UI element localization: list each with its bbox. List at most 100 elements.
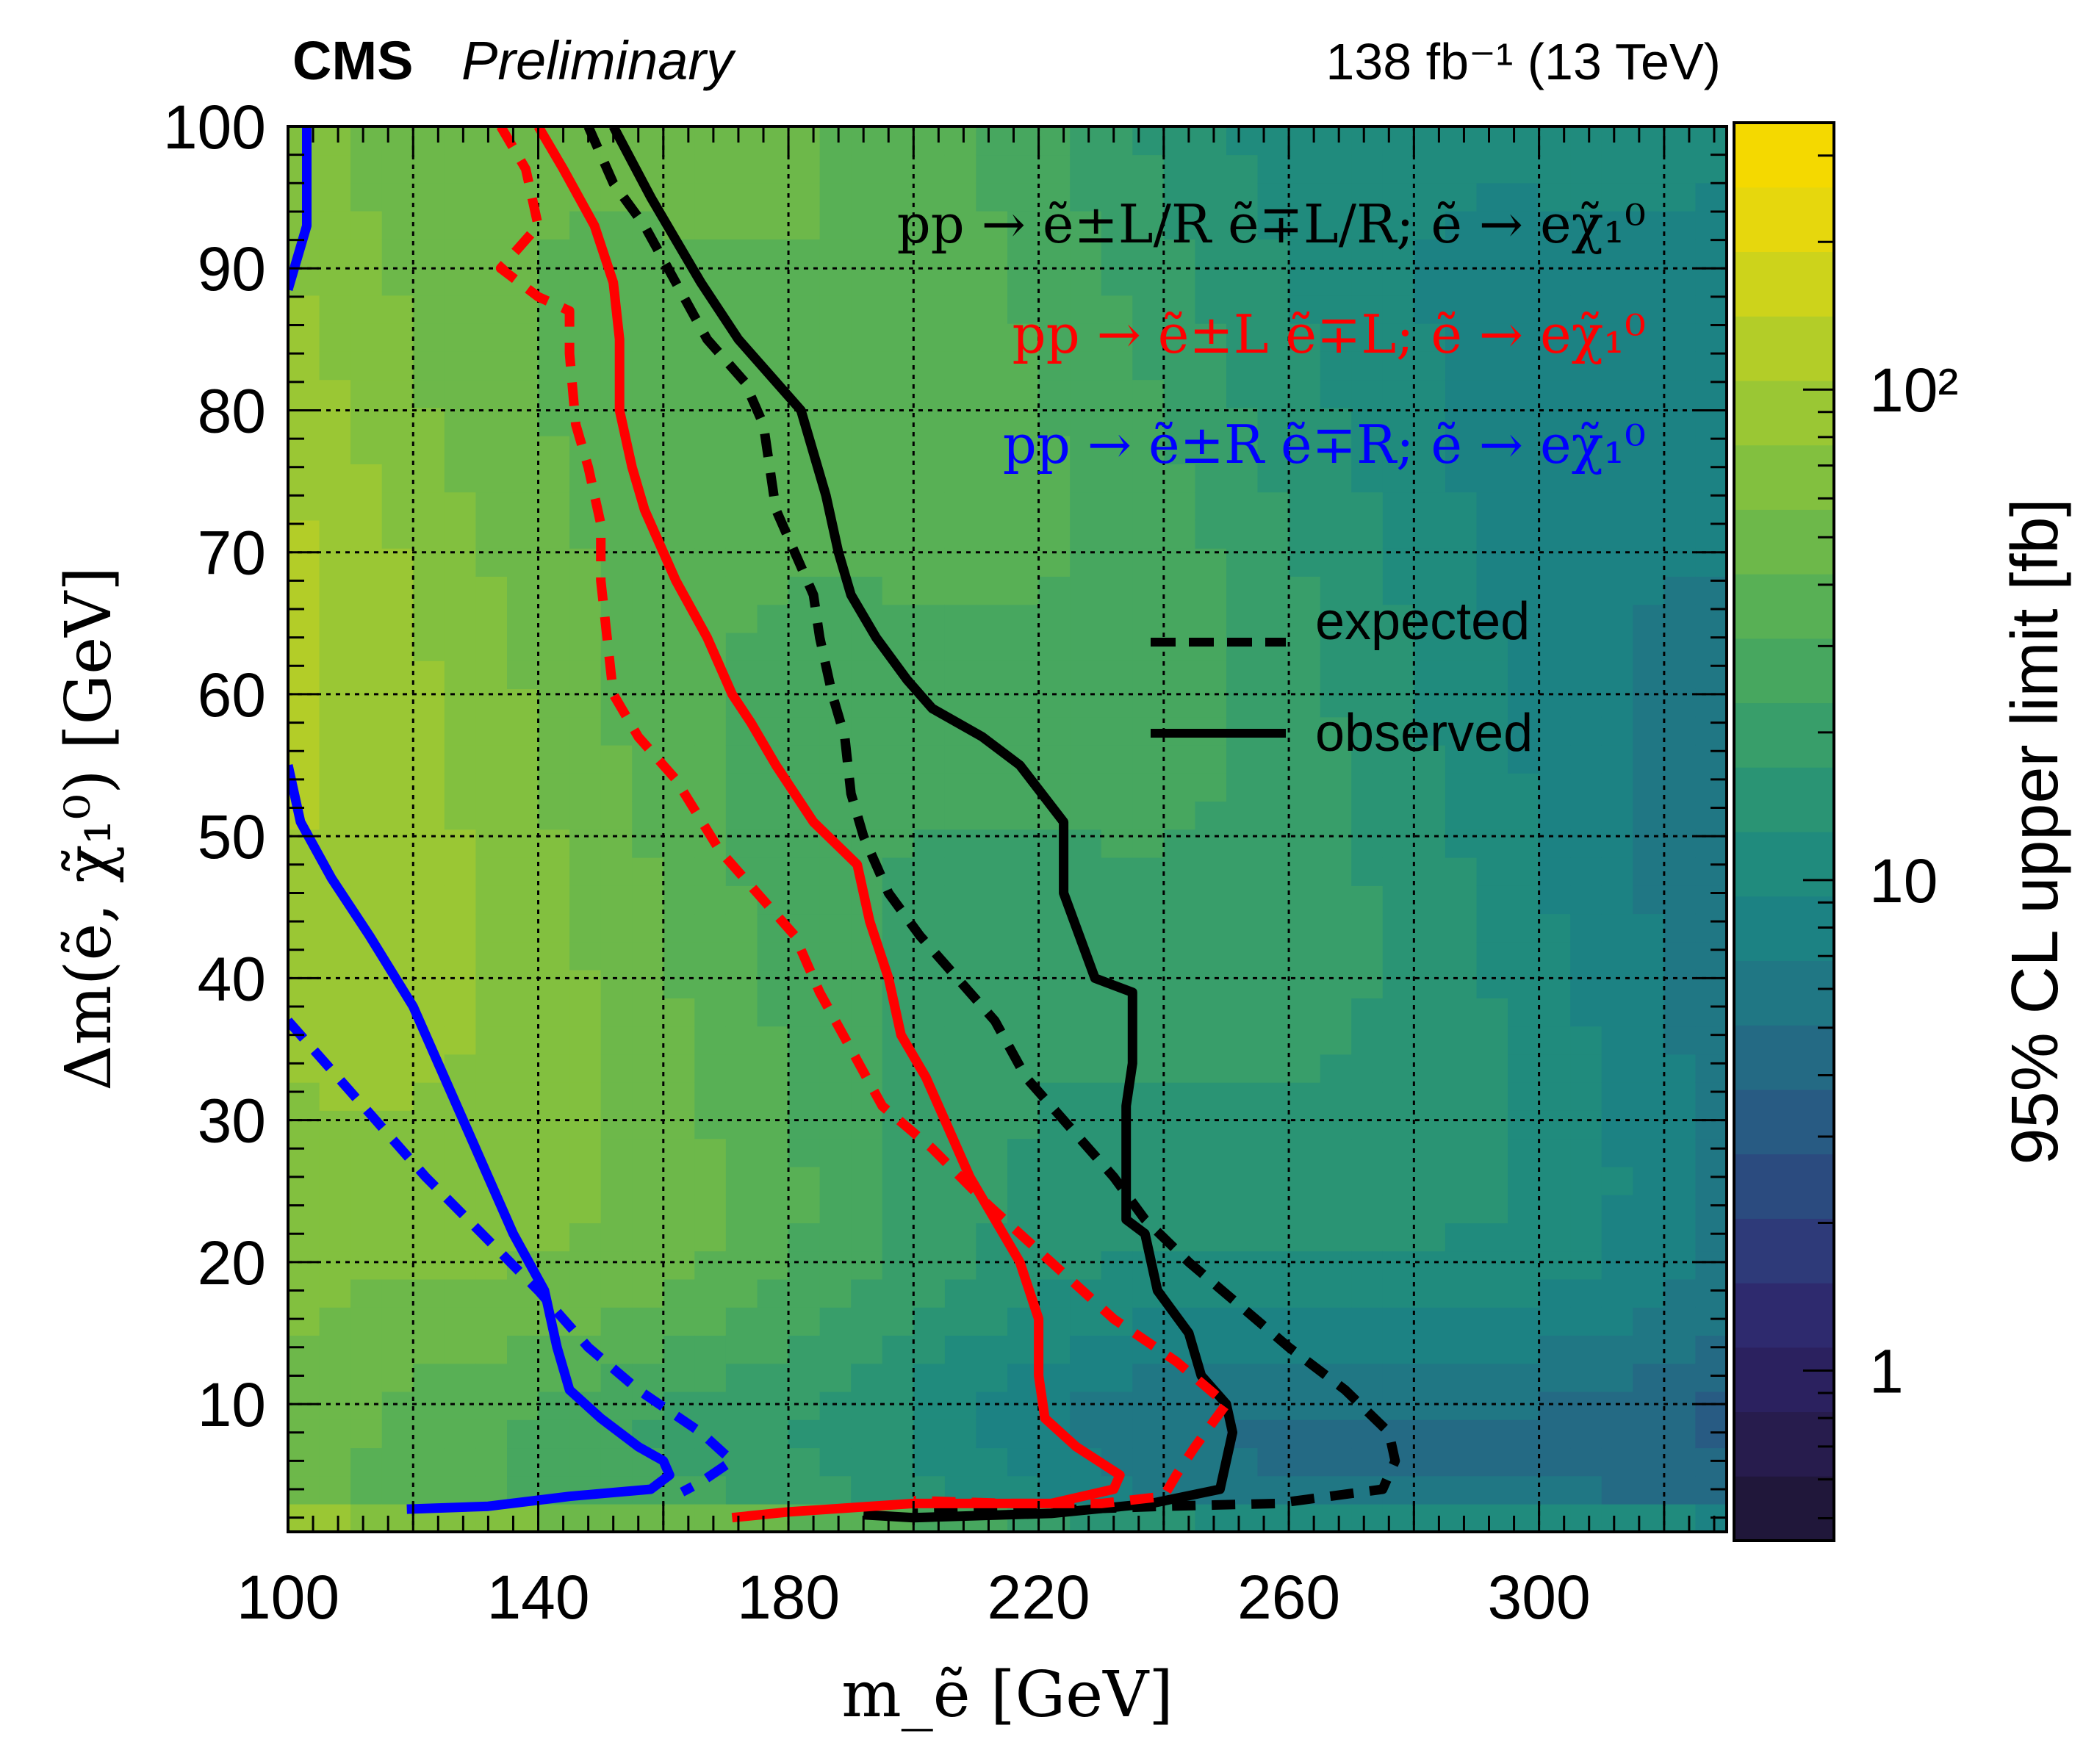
heatmap-cell — [819, 435, 852, 464]
heatmap-cell — [1070, 1026, 1102, 1055]
heatmap-cell — [976, 969, 1008, 998]
heatmap-cell — [913, 435, 946, 464]
heatmap-cell — [381, 351, 414, 381]
heatmap-cell — [475, 435, 508, 464]
heatmap-cell — [1508, 1503, 1540, 1532]
heatmap-cell — [1351, 239, 1384, 268]
heatmap-cell — [757, 154, 789, 184]
heatmap-cell — [663, 1278, 696, 1308]
heatmap-cell — [1663, 351, 1697, 381]
heatmap-cell — [1257, 1391, 1290, 1420]
heatmap-cell — [1508, 773, 1540, 802]
heatmap-cell — [1601, 716, 1634, 746]
heatmap-cell — [381, 1363, 414, 1392]
heatmap-cell — [1476, 379, 1508, 408]
heatmap-cell — [882, 801, 915, 830]
heatmap-cell — [1476, 632, 1508, 661]
heatmap-cell — [413, 379, 445, 408]
heatmap-cell — [381, 126, 414, 156]
heatmap-cell — [1038, 576, 1071, 605]
heatmap-cell — [976, 632, 1008, 661]
heatmap-cell — [319, 1223, 351, 1252]
contour-r-expected — [288, 1018, 737, 1497]
heatmap-cell — [1257, 295, 1290, 324]
heatmap-cell — [725, 182, 758, 212]
heatmap-cell — [444, 492, 477, 521]
heatmap-cell — [882, 379, 915, 408]
heatmap-cell — [1695, 1223, 1727, 1252]
heatmap-cell — [1351, 801, 1384, 830]
heatmap-cell — [1070, 829, 1102, 858]
heatmap-cell — [538, 1250, 570, 1280]
heatmap-cell — [1414, 239, 1446, 268]
heatmap-cell — [1195, 885, 1227, 915]
heatmap-cell — [444, 351, 477, 381]
heatmap-cell — [1101, 210, 1134, 240]
heatmap-cell — [288, 379, 320, 408]
colorbar-band — [1734, 123, 1834, 188]
heatmap-cell — [413, 1306, 445, 1336]
heatmap-cell — [944, 773, 977, 802]
heatmap-cell — [413, 604, 445, 633]
y-tick-label: 100 — [163, 93, 266, 162]
heatmap-cell — [538, 267, 570, 296]
heatmap-cell — [944, 407, 977, 436]
contour-l-expected — [495, 126, 1231, 1508]
heatmap-cell — [1007, 660, 1040, 689]
heatmap-cell — [288, 1054, 320, 1083]
heatmap-cell — [725, 1110, 758, 1140]
heatmap-cell — [1101, 1278, 1134, 1308]
heatmap-cell — [1351, 323, 1384, 352]
heatmap-cell — [507, 744, 539, 774]
heatmap-cell — [444, 379, 477, 408]
heatmap-cell — [976, 464, 1008, 493]
heatmap-cell — [1663, 519, 1697, 549]
heatmap-cell — [694, 407, 727, 436]
heatmap-cell — [1226, 1081, 1259, 1111]
heatmap-cell — [819, 1081, 852, 1111]
heatmap-cell — [757, 547, 789, 577]
heatmap-cell — [288, 1110, 320, 1140]
heatmap-cell — [381, 1475, 414, 1505]
heatmap-cell — [569, 744, 602, 774]
heatmap-cell — [1414, 857, 1446, 886]
heatmap-cell — [1226, 126, 1259, 156]
heatmap-cell — [1633, 801, 1665, 830]
heatmap-cell — [1132, 998, 1165, 1027]
heatmap-cell — [913, 773, 946, 802]
colorbar-band — [1734, 444, 1834, 510]
heatmap-cell — [319, 351, 351, 381]
heatmap-cell — [1320, 126, 1353, 156]
heatmap-cell — [694, 464, 727, 493]
heatmap-cell — [413, 154, 445, 184]
heatmap-cell — [913, 323, 946, 352]
heatmap-cell — [1570, 1110, 1603, 1140]
heatmap-cell — [1695, 1306, 1727, 1336]
heatmap-cell — [1570, 913, 1603, 943]
heatmap-cell — [1695, 801, 1727, 830]
heatmap-cell — [1289, 885, 1321, 915]
heatmap-cell — [851, 1166, 883, 1195]
heatmap-cell — [1289, 126, 1321, 156]
heatmap-cell — [1476, 182, 1508, 212]
heatmap-cell — [788, 744, 821, 774]
heatmap-cell — [1414, 519, 1446, 549]
heatmap-cell — [381, 660, 414, 689]
heatmap-cell — [694, 969, 727, 998]
heatmap-cell — [1038, 182, 1071, 212]
heatmap-cell — [350, 1306, 383, 1336]
heatmap-cell — [1570, 632, 1603, 661]
heatmap-cell — [1445, 1138, 1478, 1167]
heatmap-cell — [1289, 1081, 1321, 1111]
heatmap-cell — [694, 913, 727, 943]
heatmap-cell — [413, 519, 445, 549]
heatmap-cell — [1351, 969, 1384, 998]
heatmap-cell — [475, 295, 508, 324]
heatmap-cell — [538, 1223, 570, 1252]
heatmap-cell — [1445, 1391, 1478, 1420]
heatmap-cell — [600, 716, 633, 746]
heatmap-cell — [976, 519, 1008, 549]
heatmap-cell — [632, 1250, 664, 1280]
heatmap-cell — [569, 829, 602, 858]
